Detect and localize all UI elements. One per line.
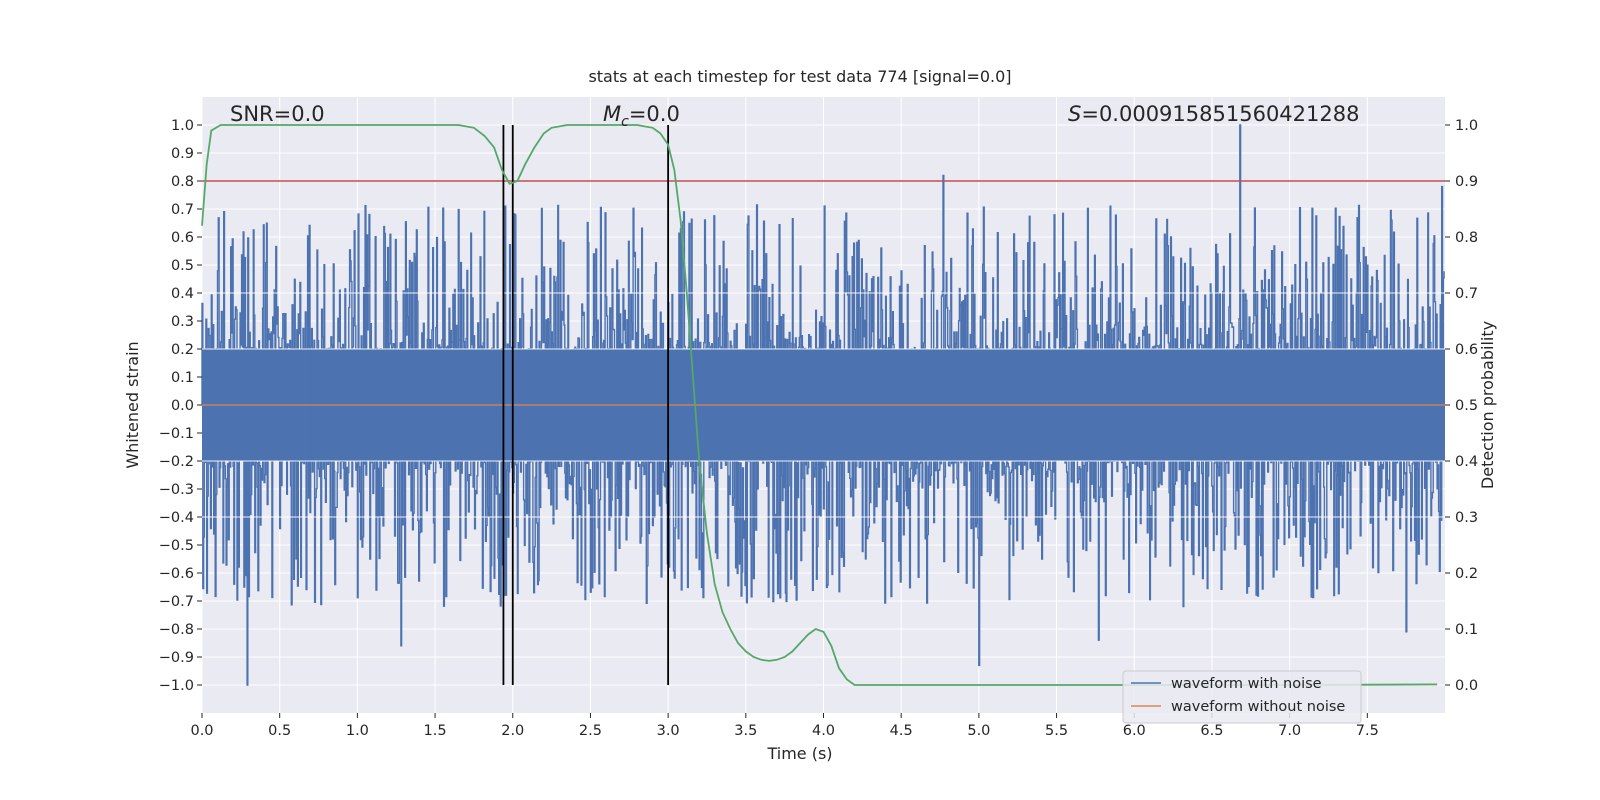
y-left-tick-label: 0.9 [171, 146, 194, 162]
y-left-tick-label: −1.0 [159, 678, 194, 694]
legend-box [1122, 670, 1362, 724]
x-tick-label: 2.5 [579, 723, 602, 739]
mc-value: =0.0 [629, 102, 680, 126]
x-tick-label: 7.0 [1278, 723, 1301, 739]
x-tick-label: 1.5 [424, 723, 447, 739]
x-tick-label: 4.0 [812, 723, 835, 739]
y-left-tick-label: −0.6 [159, 566, 194, 582]
y-left-tick-label: 0.5 [171, 258, 194, 274]
x-tick-label: 2.0 [501, 723, 524, 739]
chirp-mass-annotation: Mc=0.0 [603, 102, 680, 130]
y-right-tick-label: 0.0 [1455, 678, 1478, 694]
x-tick-label: 6.0 [1123, 723, 1146, 739]
y-right-tick-label: 0.9 [1455, 174, 1478, 190]
x-axis-label: Time (s) [766, 744, 832, 763]
mc-subscript: c [621, 114, 629, 130]
legend-label-clean: waveform without noise [1171, 699, 1345, 715]
s-value: =0.0009158515604212​88 [1081, 102, 1359, 126]
y-left-tick-label: 0.3 [171, 314, 194, 330]
y-right-tick-label: 1.0 [1455, 118, 1478, 134]
y-left-tick-label: −0.1 [159, 426, 194, 442]
y-right-tick-label: 0.6 [1455, 342, 1478, 358]
y-right-tick-label: 0.3 [1455, 510, 1478, 526]
overlay-lines [201, 124, 1445, 686]
axis-ticks: 0.0 0.5 1.0 1.5 2.0 2.5 3.0 3.5 4.0 4.5 5.0 5.5 6.0 6… [159, 118, 1478, 739]
mc-symbol: M [603, 102, 621, 126]
legend: waveform with noise waveform without noi… [1122, 670, 1362, 724]
x-tick-label: 3.5 [734, 723, 757, 739]
y-left-tick-label: 0.2 [171, 342, 194, 358]
y-left-tick-label: −0.3 [159, 482, 194, 498]
x-tick-label: 5.5 [1045, 723, 1068, 739]
y-axis-label-left: Whitened strain [123, 341, 142, 468]
y-left-tick-label: −0.5 [159, 538, 194, 554]
x-tick-label: 4.5 [890, 723, 913, 739]
y-right-tick-label: 0.5 [1455, 398, 1478, 414]
y-left-tick-label: 0.0 [171, 398, 194, 414]
y-left-tick-label: 0.4 [171, 286, 194, 302]
y-left-tick-label: −0.8 [159, 622, 194, 638]
y-right-tick-label: 0.4 [1455, 454, 1478, 470]
s-symbol: S [1068, 102, 1081, 126]
y-left-tick-label: 0.7 [171, 202, 194, 218]
x-tick-label: 0.5 [268, 723, 291, 739]
y-right-tick-label: 0.1 [1455, 622, 1478, 638]
x-tick-label: 7.5 [1356, 723, 1379, 739]
x-tick-label: 5.0 [967, 723, 990, 739]
detection-probability-line [201, 124, 1438, 686]
snr-annotation: SNR=0.0 [230, 102, 325, 126]
x-tick-label: 1.0 [346, 723, 369, 739]
noise-trace [201, 124, 1445, 686]
chart-title: stats at each timestep for test data 774… [588, 67, 1011, 86]
legend-label-noise: waveform with noise [1171, 676, 1322, 692]
x-tick-label: 6.5 [1200, 723, 1223, 739]
y-right-tick-label: 0.7 [1455, 286, 1478, 302]
x-tick-label: 0.0 [190, 723, 213, 739]
s-score-annotation: S=0.0009158515604212​88 [1068, 102, 1359, 126]
y-right-tick-label: 0.8 [1455, 230, 1478, 246]
y-left-tick-label: 1.0 [171, 118, 194, 134]
y-left-tick-label: 0.6 [171, 230, 194, 246]
y-left-tick-label: 0.8 [171, 174, 194, 190]
y-left-tick-label: −0.2 [159, 454, 194, 470]
y-left-tick-label: −0.7 [159, 594, 194, 610]
y-axis-label-right: Detection probability [1478, 321, 1497, 489]
y-left-tick-label: 0.1 [171, 370, 194, 386]
y-right-tick-label: 0.2 [1455, 566, 1478, 582]
y-left-tick-label: −0.9 [159, 650, 194, 666]
y-left-tick-label: −0.4 [159, 510, 194, 526]
x-tick-label: 3.0 [657, 723, 680, 739]
